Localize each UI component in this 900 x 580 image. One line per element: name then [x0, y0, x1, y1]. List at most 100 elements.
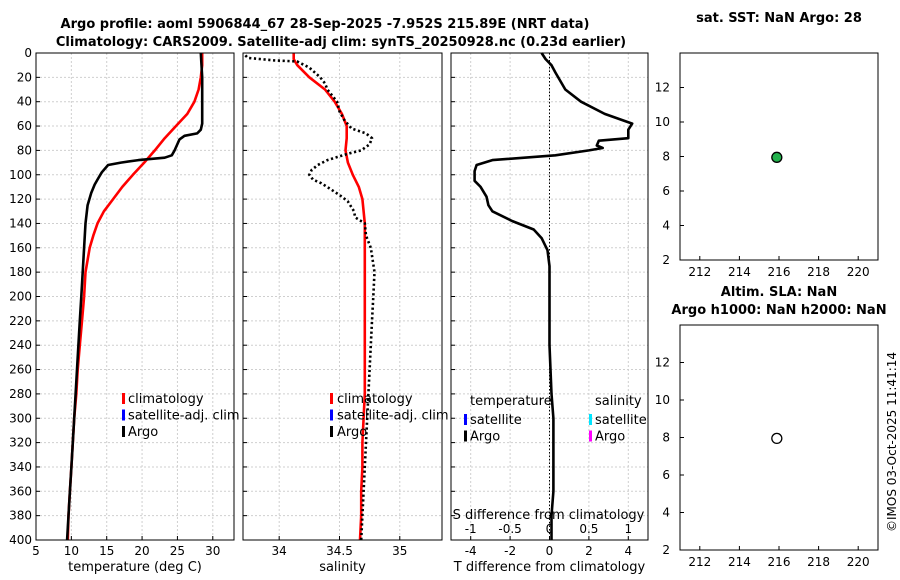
x-tick-label: 4 [624, 544, 632, 558]
legend-marker [330, 409, 333, 421]
y-tick-label: 6 [662, 468, 670, 482]
y-tick-label: 12 [655, 356, 670, 370]
x-tick-label: 216 [768, 265, 791, 279]
y-tick-label: 400 [9, 533, 32, 547]
series-line-t-difference-argo-clim [473, 52, 634, 540]
legend-marker-temperature [464, 414, 467, 425]
title-line-2: Climatology: CARS2009. Satellite-adj cli… [56, 35, 626, 50]
series-line-argo [244, 54, 376, 541]
y-tick-label: 360 [9, 484, 32, 498]
legend-label-temperature-1: Argo [470, 430, 500, 445]
x-tick-label: 20 [134, 544, 149, 558]
y-tick-label: 340 [9, 460, 32, 474]
y-tick-label: 10 [655, 393, 670, 407]
legend-label-1: satellite-adj. clim [128, 409, 240, 424]
legend-marker [122, 409, 125, 421]
x-tick-label: -2 [504, 544, 516, 558]
x-axis-label: T difference from climatology [453, 560, 646, 575]
top-x-tick-label: -0.5 [498, 522, 521, 536]
y-tick-label: 20 [17, 70, 32, 84]
y-tick-label: 200 [9, 290, 32, 304]
legend-label-temperature-0: satellite [470, 413, 522, 428]
y-tick-label: 4 [662, 219, 670, 233]
series-line-climatology [66, 53, 204, 541]
y-tick-label: 320 [9, 436, 32, 450]
sla-plot-title-line-2: Argo h1000: NaN h2000: NaN [671, 303, 886, 318]
x-tick-label: 25 [170, 544, 185, 558]
y-tick-label: 120 [9, 192, 32, 206]
title-line-1: Argo profile: aoml 5906844_67 28-Sep-202… [61, 17, 590, 32]
series-line-climatology [292, 53, 367, 541]
top-x-axis-label: S difference from climatology [453, 508, 645, 523]
legend-label-salinity-1: Argo [595, 430, 625, 445]
x-tick-label: 2 [585, 544, 593, 558]
y-tick-label: 380 [9, 509, 32, 523]
y-tick-label: 160 [9, 241, 32, 255]
x-tick-label: 220 [847, 265, 870, 279]
legend-marker [330, 426, 333, 437]
legend-label-1: satellite-adj. clim [337, 409, 449, 424]
x-tick-label: 10 [64, 544, 79, 558]
y-tick-label: 6 [662, 184, 670, 198]
y-tick-label: 60 [17, 119, 32, 133]
legend-label-0: climatology [128, 392, 204, 407]
x-tick-label: 212 [688, 265, 711, 279]
x-tick-label: 218 [807, 555, 830, 569]
x-tick-label: 34.5 [326, 544, 353, 558]
top-x-tick-label: 0.5 [579, 522, 598, 536]
legend-label-2: Argo [337, 425, 367, 440]
sst-plot-title: sat. SST: NaN Argo: 28 [696, 11, 862, 26]
data-point-marker [771, 151, 783, 163]
y-tick-label: 8 [662, 150, 670, 164]
legend-marker-salinity [589, 430, 592, 442]
x-tick-label: 15 [99, 544, 114, 558]
legend-label-2: Argo [128, 425, 158, 440]
y-tick-label: 300 [9, 411, 32, 425]
y-tick-label: 260 [9, 363, 32, 377]
y-tick-label: 100 [9, 168, 32, 182]
top-x-tick-label: 1 [624, 522, 632, 536]
sst-plot: 212 214 216 218 220 2 4 6 8 10 12 [655, 52, 879, 279]
data-point-marker [771, 432, 783, 445]
y-tick-label: 2 [662, 543, 670, 557]
top-x-tick-label: -1 [465, 522, 477, 536]
legend-marker-salinity [589, 414, 592, 425]
legend-marker [330, 393, 333, 404]
imos-timestamp-watermark: ©IMOS 03-Oct-2025 11:41:14 [885, 352, 899, 532]
x-tick-label: 34 [272, 544, 287, 558]
y-tick-label: 0 [24, 46, 32, 60]
y-tick-label: 140 [9, 216, 32, 230]
x-tick-label: 212 [688, 555, 711, 569]
y-tick-label: 2 [662, 253, 670, 267]
x-tick-label: 5 [32, 544, 40, 558]
x-tick-label: 214 [728, 555, 751, 569]
legend-marker-temperature [464, 430, 467, 442]
sla-plot: 212 214 216 218 220 2 4 6 8 10 12 [655, 324, 879, 569]
difference-profile-plot: -4 -2 0 2 4 T difference from climatology S di… [450, 52, 649, 575]
x-tick-label: 216 [768, 555, 791, 569]
x-tick-label: 220 [847, 555, 870, 569]
series-line-argo [65, 52, 204, 541]
y-tick-label: 240 [9, 338, 32, 352]
legend-title-temperature: temperature [470, 394, 552, 409]
sla-plot-title-line-1: Altim. SLA: NaN [721, 285, 837, 300]
y-tick-label: 40 [17, 95, 32, 109]
x-axis-label: temperature (deg C) [68, 560, 202, 575]
salinity-profile-plot: 34 34.5 35 salinity climatology satellite-adj… [242, 52, 449, 575]
y-tick-label: 4 [662, 506, 670, 520]
y-tick-label: 280 [9, 387, 32, 401]
top-x-tick-label: 0 [546, 522, 554, 536]
y-tick-label: 180 [9, 265, 32, 279]
x-tick-label: 30 [205, 544, 220, 558]
x-axis-label: salinity [319, 560, 366, 575]
x-tick-label: 35 [392, 544, 407, 558]
legend-marker [122, 393, 125, 404]
x-tick-label: 0 [546, 544, 554, 558]
x-tick-label: 218 [807, 265, 830, 279]
legend-label-salinity-0: satellite [595, 413, 647, 428]
y-tick-label: 10 [655, 115, 670, 129]
x-tick-label: -4 [465, 544, 477, 558]
y-tick-label: 80 [17, 143, 32, 157]
